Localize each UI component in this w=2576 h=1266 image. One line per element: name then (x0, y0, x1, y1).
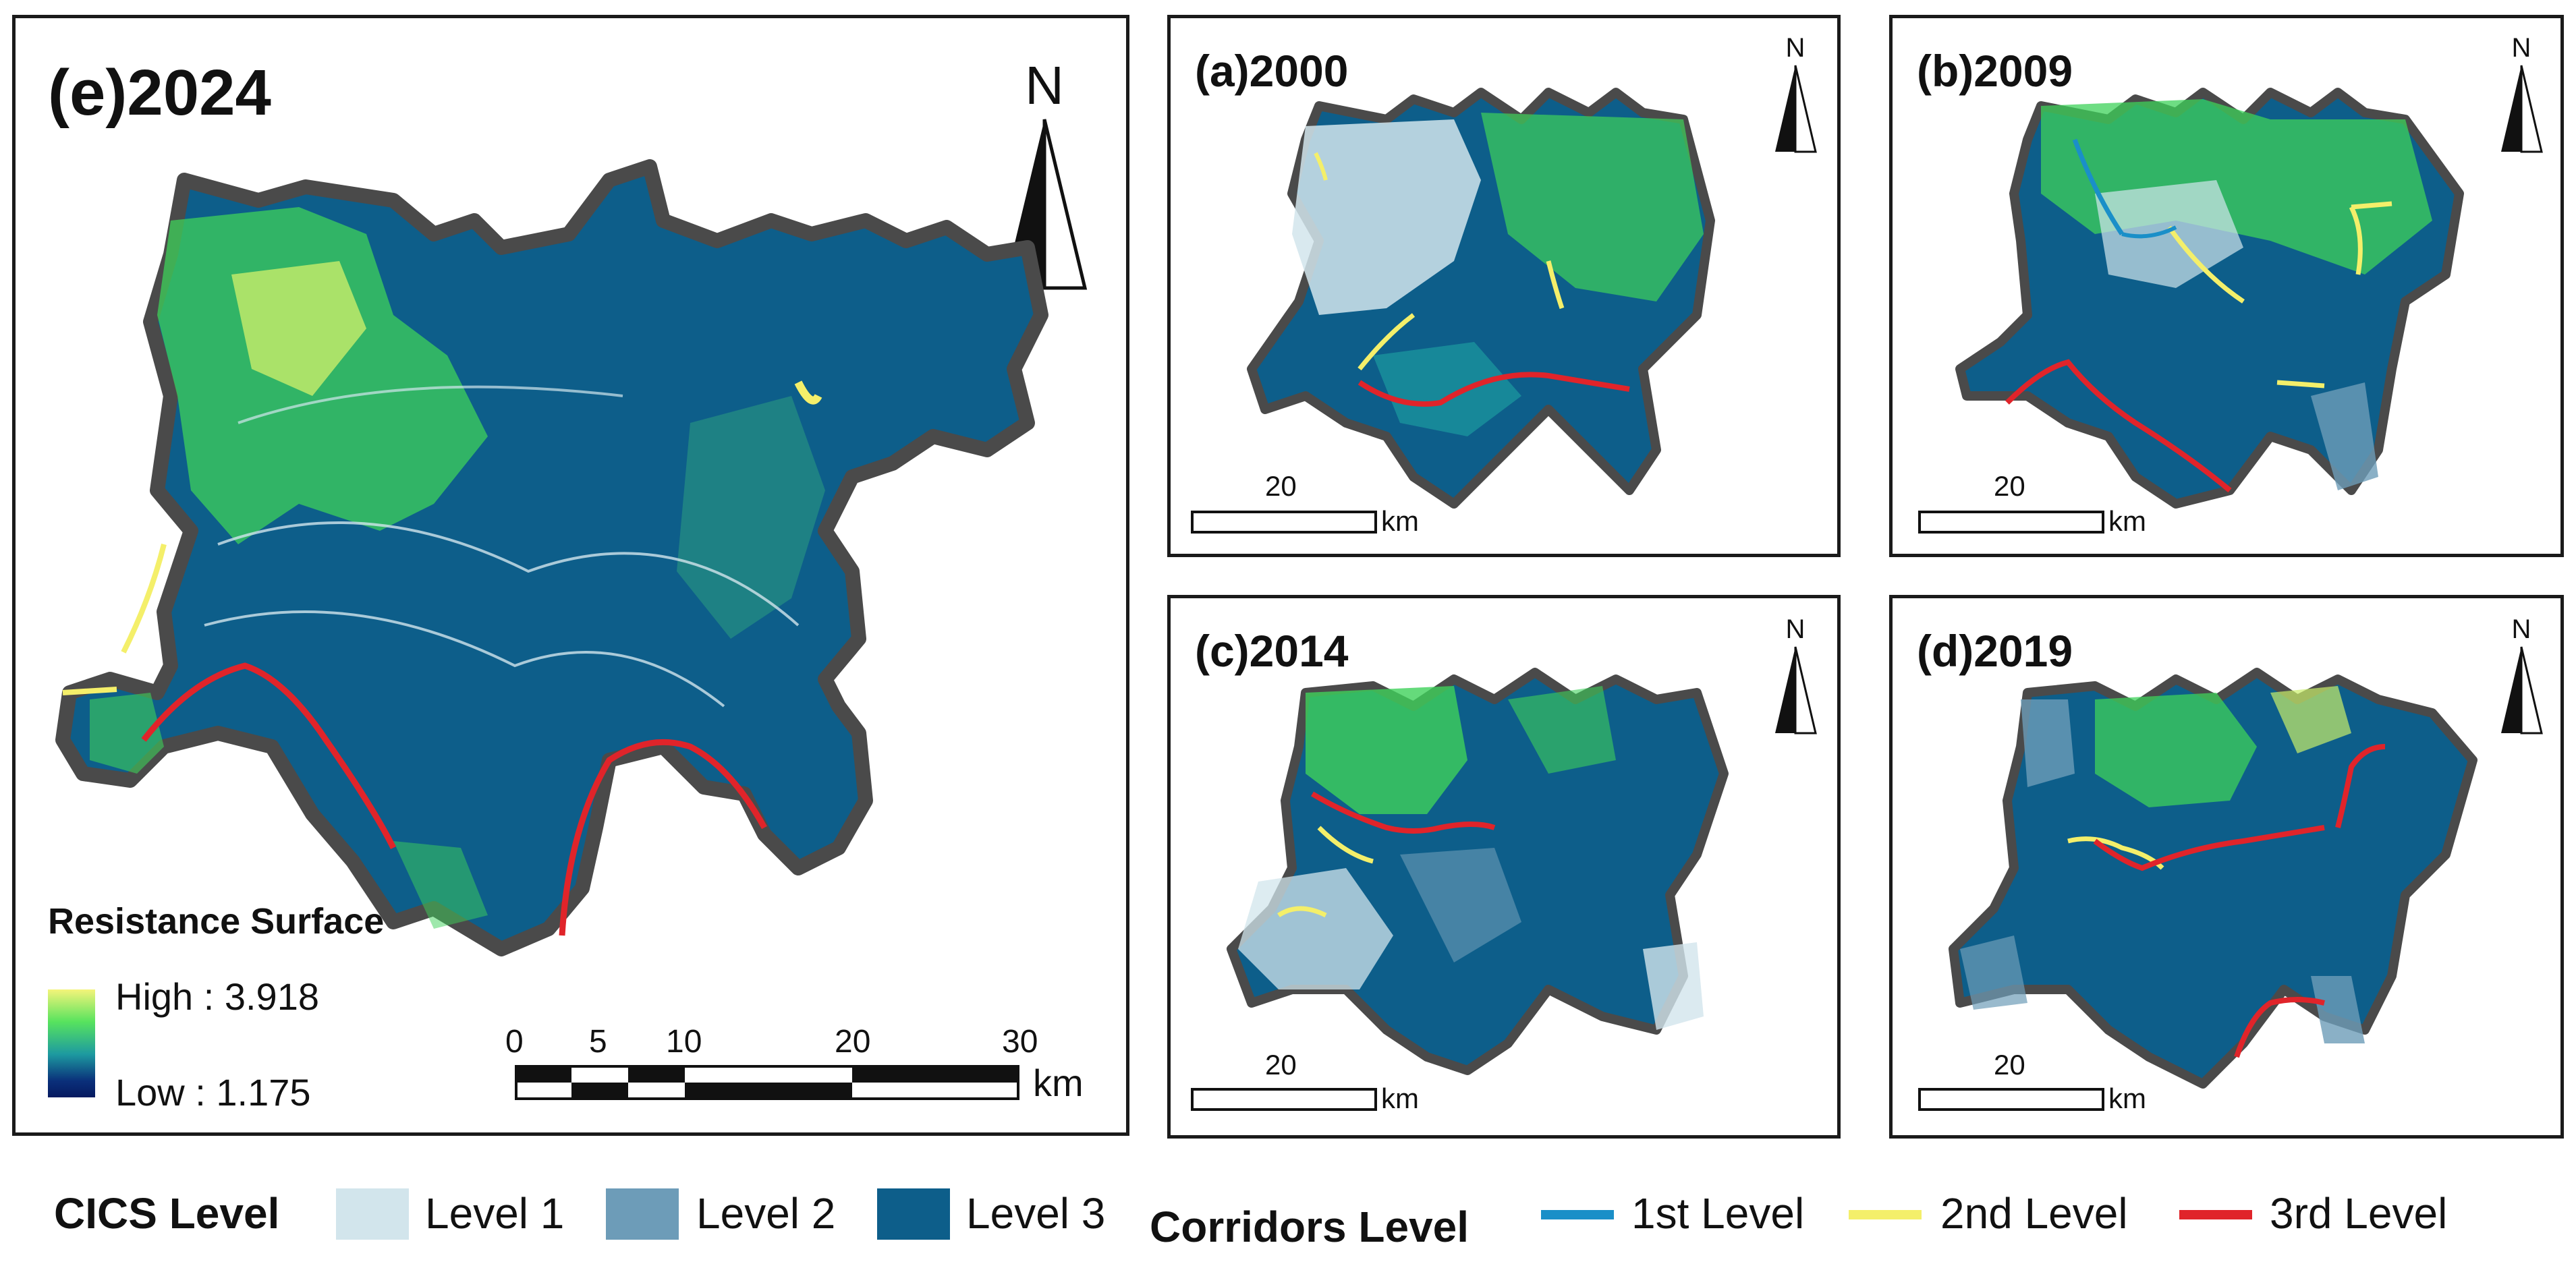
cics-level-3-swatch (877, 1188, 950, 1240)
map-2019 (1949, 668, 2477, 1089)
scale-bar (1191, 1088, 1377, 1111)
map-2000 (1247, 88, 1715, 509)
map-2024 (55, 159, 1048, 956)
cics-level-1-label: Level 1 (425, 1189, 565, 1238)
map-panel-2000: (a)2000 N 20 km (1167, 15, 1841, 557)
cics-level-3-label: Level 3 (966, 1189, 1106, 1238)
panel-title: (a)2000 (1195, 46, 1349, 96)
bottom-legend: CICS Level Level 1 Level 2 Level 3 Corri… (0, 1160, 2576, 1261)
north-label: N (2511, 614, 2531, 644)
scale-tick-20: 20 (835, 1024, 871, 1060)
north-label: N (1785, 33, 1805, 63)
resistance-high-label: High : 3.918 (115, 975, 319, 1018)
scale-bar (1918, 511, 2104, 534)
corridor-3rd-swatch (2179, 1210, 2252, 1219)
panel-title: (d)2019 (1917, 626, 2073, 676)
cics-legend-title: CICS Level (54, 1189, 280, 1238)
north-label: N (1785, 614, 1805, 644)
scale-value: 20 (1265, 470, 1297, 502)
scale-tick-5: 5 (589, 1024, 607, 1060)
scale-unit: km (1381, 505, 1419, 537)
map-2014 (1227, 668, 1729, 1075)
corridor-3rd-label: 3rd Level (2270, 1189, 2448, 1238)
panel-title: (b)2009 (1917, 46, 2073, 96)
resistance-legend-title: Resistance Surface (48, 901, 385, 942)
corridor-2nd-swatch (1849, 1210, 1922, 1219)
scale-tick-0: 0 (505, 1024, 524, 1060)
panel-title: (e)2024 (48, 57, 271, 129)
scale-bar: 0 5 10 20 30 km (505, 1023, 1109, 1104)
corridor-1st-swatch (1541, 1210, 1614, 1219)
corridor-1st-label: 1st Level (1631, 1189, 1805, 1238)
map-panel-2019: (d)2019 N 20 km (1889, 595, 2564, 1139)
north-label: N (1025, 55, 1064, 115)
scale-unit: km (1033, 1062, 1084, 1104)
north-arrow-icon: N (1771, 616, 1820, 741)
north-arrow-icon: N (2497, 616, 2546, 741)
cics-level-2-label: Level 2 (696, 1189, 836, 1238)
scale-value: 20 (1994, 470, 2025, 502)
map-panel-2009: (b)2009 N 20 km (1889, 15, 2564, 557)
scale-unit: km (2108, 505, 2146, 537)
scale-value: 20 (1265, 1049, 1297, 1081)
north-arrow-icon: N (2497, 34, 2546, 159)
map-panel-2014: (c)2014 N 20 km (1167, 595, 1841, 1139)
panel-title: (c)2014 (1195, 626, 1349, 676)
scale-unit: km (2108, 1083, 2146, 1114)
map-2009 (1955, 88, 2464, 509)
corridor-2nd-label: 2nd Level (1940, 1189, 2128, 1238)
cics-level-1-swatch (336, 1188, 409, 1240)
cics-level-2-swatch (606, 1188, 679, 1240)
north-label: N (2511, 33, 2531, 63)
scale-unit: km (1381, 1083, 1419, 1114)
scale-bar (1191, 511, 1377, 534)
scale-bar (1918, 1088, 2104, 1111)
north-arrow-icon: N (1771, 34, 1820, 159)
map-panel-2024: (e)2024 N Resistance Surface High : 3.91… (12, 15, 1129, 1136)
scale-tick-10: 10 (666, 1024, 702, 1060)
resistance-color-ramp (48, 989, 95, 1097)
corridors-legend-title: Corridors Level (1150, 1203, 1469, 1251)
scale-value: 20 (1994, 1049, 2025, 1081)
scale-tick-30: 30 (1002, 1024, 1038, 1060)
resistance-low-label: Low : 1.175 (115, 1071, 311, 1114)
